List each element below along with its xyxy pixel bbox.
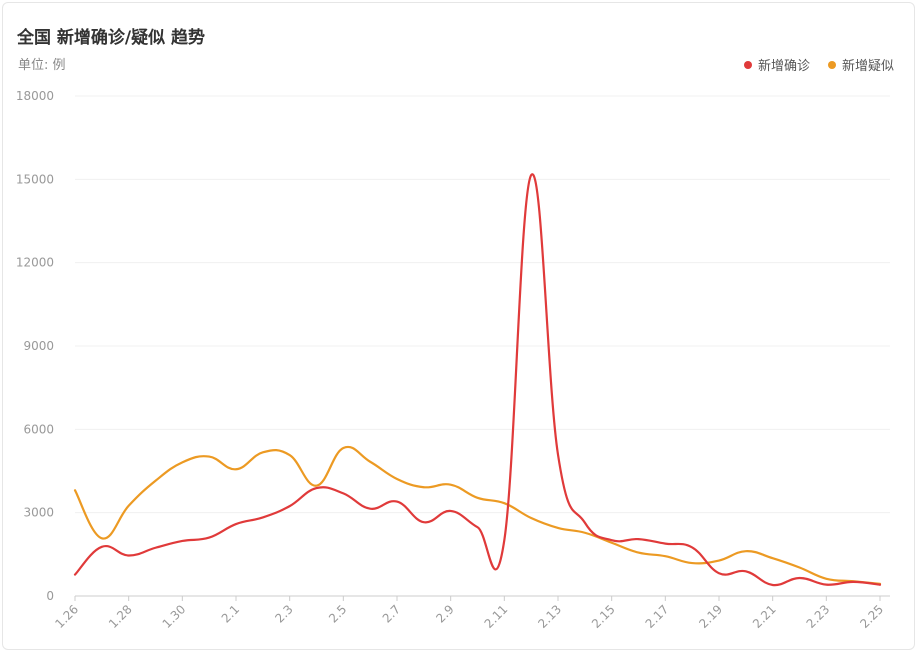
legend: 新增确诊 新增疑似 — [743, 55, 894, 74]
x-tick-label: 2.21 — [750, 602, 779, 631]
x-tick-label: 2.25 — [857, 602, 886, 631]
x-tick-label: 2.23 — [804, 602, 833, 631]
x-tick-label: 2.5 — [326, 602, 349, 625]
x-tick-label: 2.1 — [219, 602, 242, 625]
x-tick-label: 2.13 — [535, 602, 564, 631]
x-tick-label: 2.19 — [696, 602, 725, 631]
series-line-confirmed — [73, 173, 882, 587]
y-tick-label: 18000 — [16, 89, 54, 103]
x-tick-label: 1.28 — [106, 602, 135, 631]
y-tick-label: 3000 — [23, 506, 54, 520]
y-tick-label: 12000 — [16, 256, 54, 270]
legend-dot-confirmed-icon — [743, 60, 752, 69]
series-line-suspected — [73, 445, 882, 585]
legend-item-suspected[interactable]: 新增疑似 — [827, 55, 894, 74]
x-tick-label: 2.3 — [272, 602, 295, 625]
legend-dot-suspected-icon — [827, 60, 836, 69]
x-tick-label: 2.15 — [589, 602, 618, 631]
y-tick-label: 0 — [46, 589, 54, 603]
x-tick-label: 1.30 — [160, 602, 189, 631]
legend-label-confirmed: 新增确诊 — [757, 59, 810, 74]
x-tick-label: 2.7 — [380, 602, 403, 625]
x-tick-label: 2.9 — [433, 602, 456, 625]
legend-label-suspected: 新增疑似 — [841, 59, 894, 74]
x-tick-label: 2.17 — [643, 602, 672, 631]
y-tick-label: 15000 — [16, 172, 54, 186]
x-tick-label: 1.26 — [52, 602, 81, 631]
chart-title: 全国 新增确诊/疑似 趋势 — [17, 28, 206, 48]
legend-item-confirmed[interactable]: 新增确诊 — [743, 55, 810, 74]
y-tick-label: 9000 — [23, 339, 54, 353]
x-tick-label: 2.11 — [482, 602, 511, 631]
unit-label: 单位: 例 — [18, 58, 66, 73]
y-tick-label: 6000 — [23, 422, 54, 436]
